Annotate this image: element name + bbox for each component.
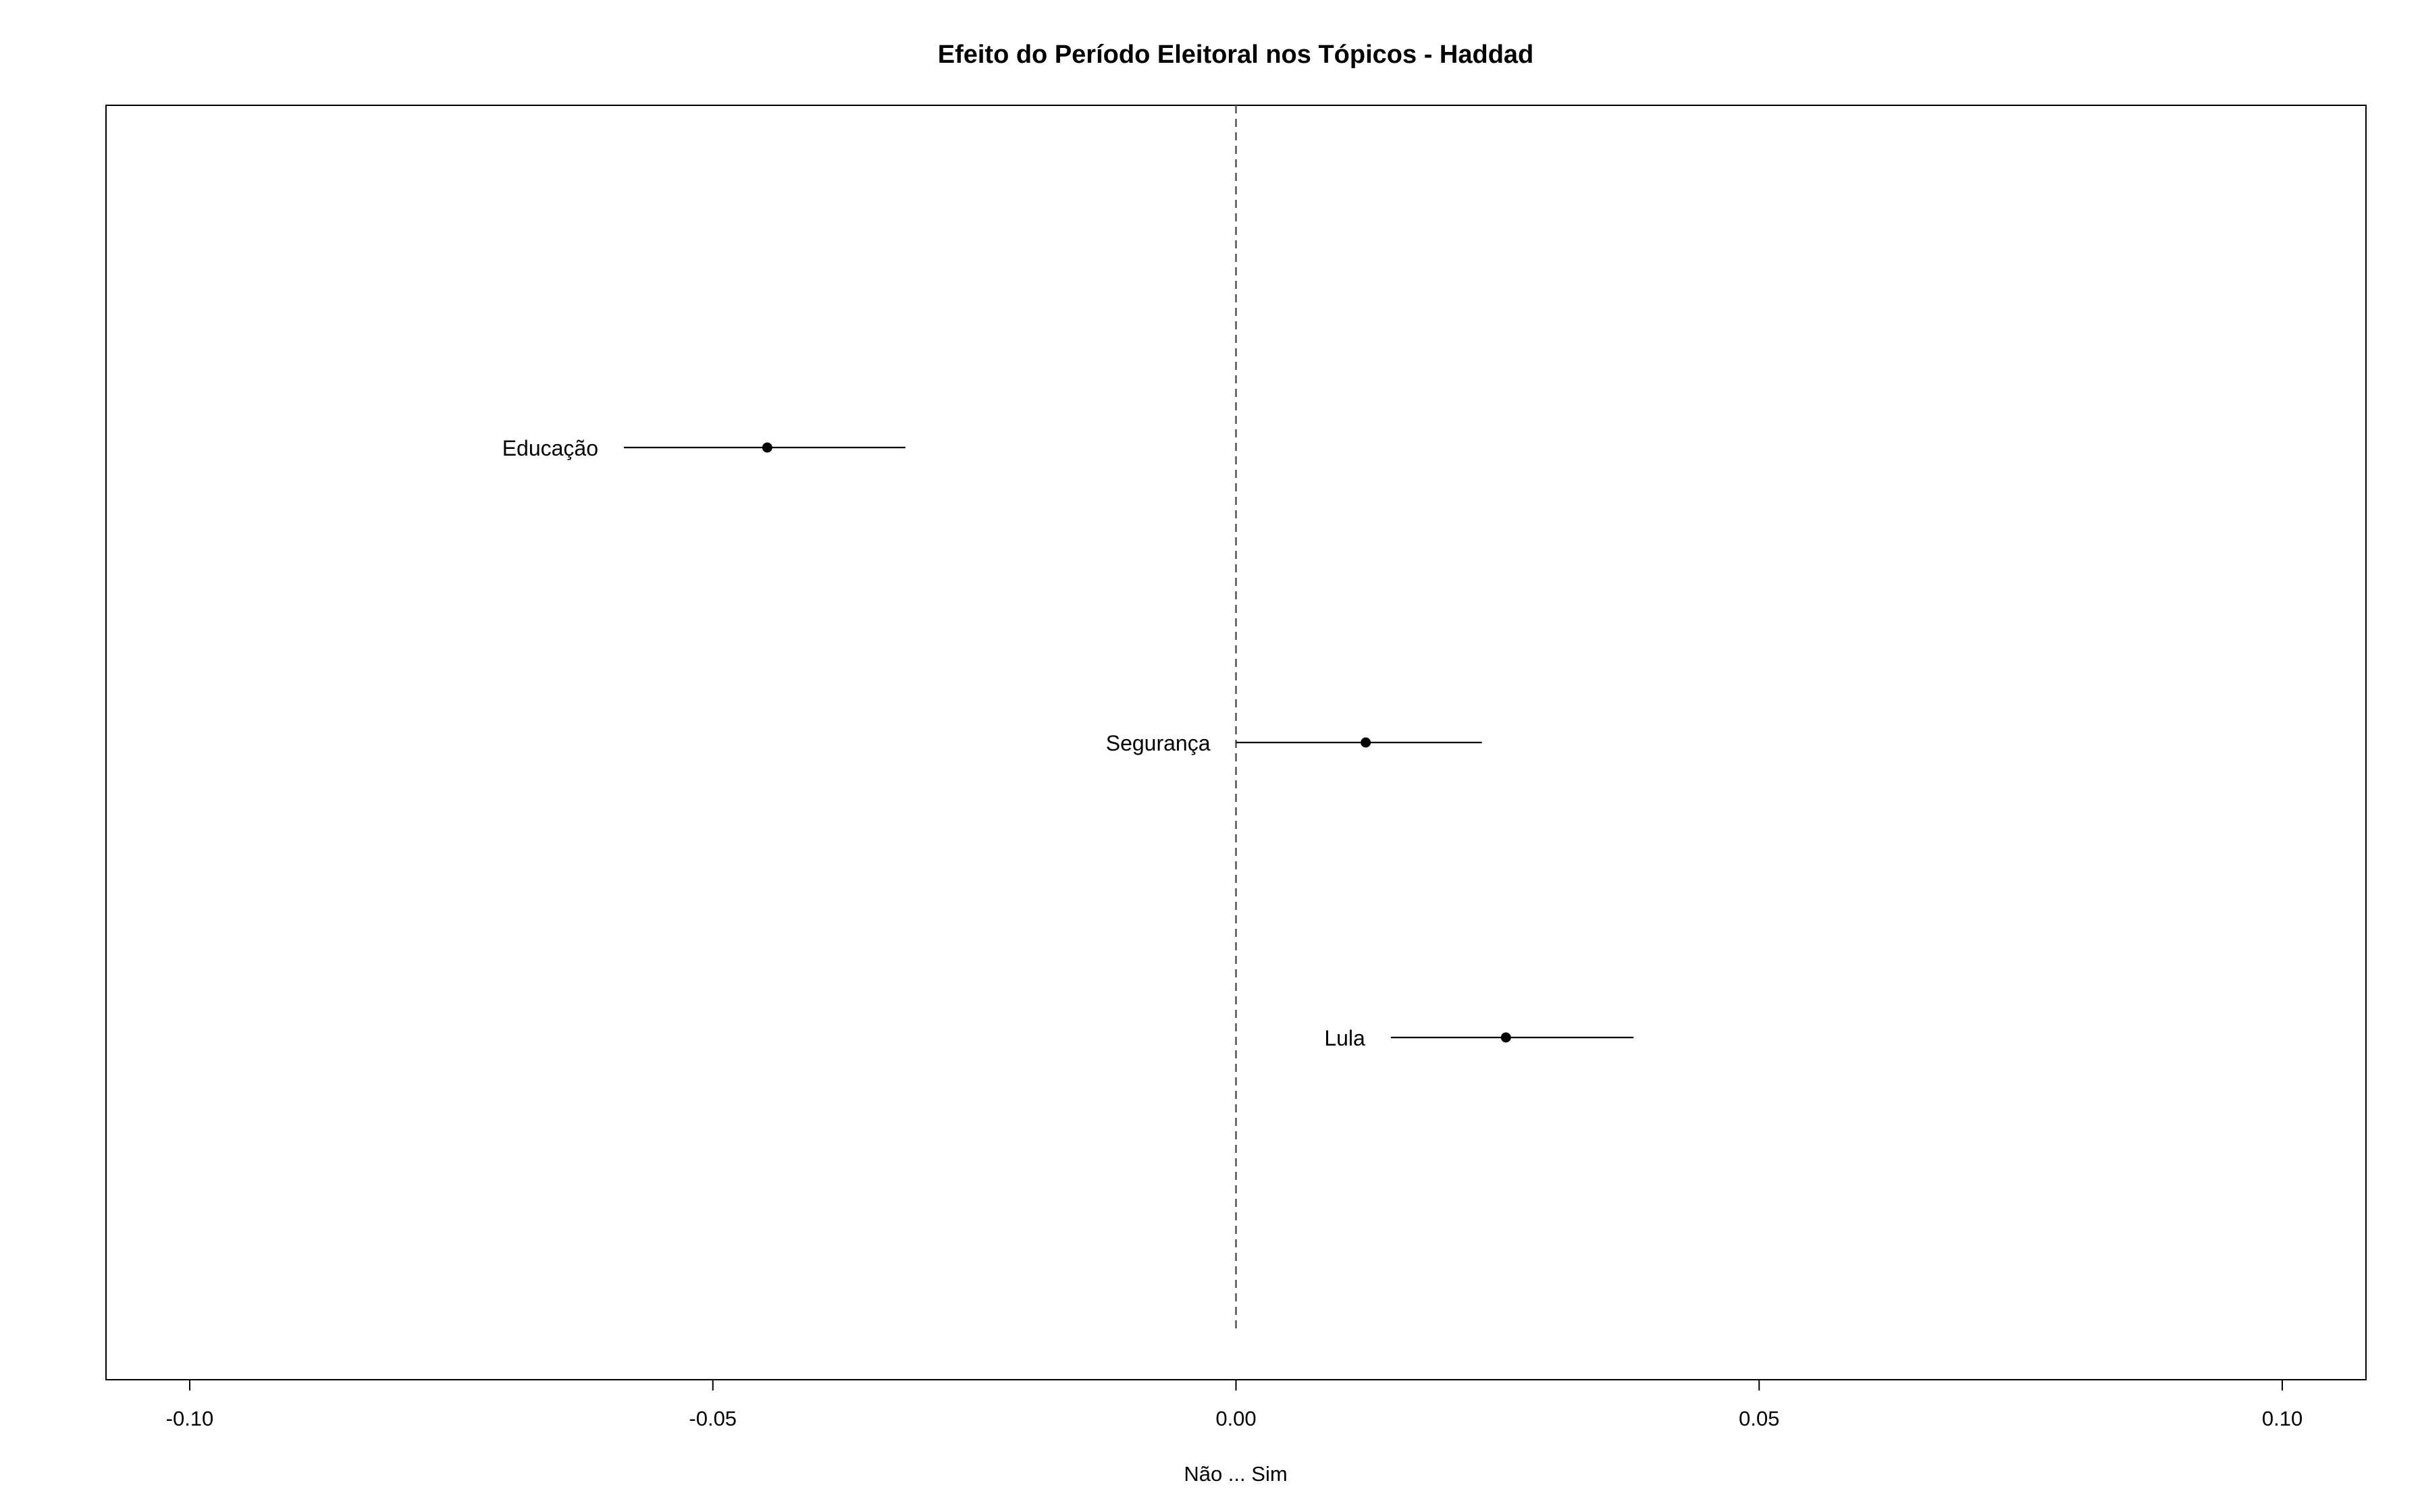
point-estimate bbox=[1361, 737, 1371, 748]
x-axis-label: Não ... Sim bbox=[1184, 1462, 1287, 1486]
estimate-row: Segurança bbox=[1106, 731, 1482, 755]
point-estimate bbox=[1500, 1032, 1511, 1043]
estimate-row: Lula bbox=[1324, 1026, 1634, 1050]
point-label: Lula bbox=[1324, 1026, 1365, 1050]
estimate-row: Educação bbox=[502, 436, 905, 460]
x-tick-label: -0.05 bbox=[689, 1407, 737, 1430]
x-tick-label: 0.00 bbox=[1215, 1407, 1256, 1430]
point-estimate bbox=[762, 442, 772, 453]
x-tick-label: 0.10 bbox=[2262, 1407, 2303, 1430]
x-tick-label: -0.10 bbox=[166, 1407, 214, 1430]
chart-title: Efeito do Período Eleitoral nos Tópicos … bbox=[938, 40, 1534, 69]
point-label: Educação bbox=[502, 436, 598, 460]
point-label: Segurança bbox=[1106, 731, 1211, 755]
x-tick-label: 0.05 bbox=[1739, 1407, 1779, 1430]
